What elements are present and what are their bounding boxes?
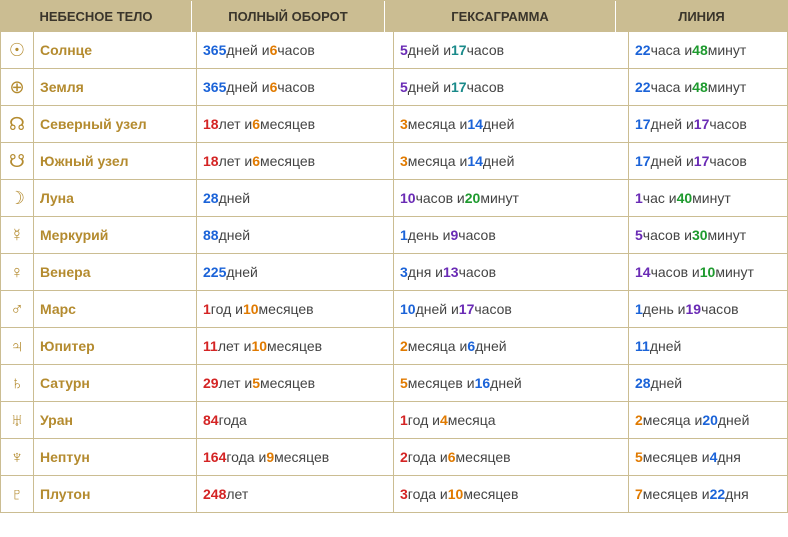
line-cell: 22 часа и 48 минут [629,69,787,105]
hexagram-cell: 10 дней и 17 часов [394,291,629,327]
hexagram-cell: 3 месяца и 14 дней [394,143,629,179]
line-cell: 1 час и 40 минут [629,180,787,216]
planet-symbol-icon: ⊕ [1,69,34,105]
line-cell: 28 дней [629,365,787,401]
table-row: ⊕Земля365 дней и 6 часов5 дней и 17 часо… [1,69,787,106]
table-row: ♃Юпитер11 лет и 10 месяцев2 месяца и 6 д… [1,328,787,365]
table-row: ♂Марс1 год и 10 месяцев10 дней и 17 часо… [1,291,787,328]
body-name: Луна [34,180,197,216]
revolution-cell: 225 дней [197,254,394,290]
planet-symbol-icon: ♆ [1,439,34,475]
header-body: НЕБЕСНОЕ ТЕЛО [1,1,192,32]
hexagram-cell: 3 месяца и 14 дней [394,106,629,142]
table-row: ☿Меркурий88 дней1 день и 9 часов5 часов … [1,217,787,254]
hexagram-cell: 10 часов и 20 минут [394,180,629,216]
line-cell: 2 месяца и 20 дней [629,402,787,438]
celestial-table: НЕБЕСНОЕ ТЕЛО ПОЛНЫЙ ОБОРОТ ГЕКСАГРАММА … [0,0,788,513]
body-name: Северный узел [34,106,197,142]
revolution-cell: 29 лет и 5 месяцев [197,365,394,401]
revolution-cell: 18 лет и 6 месяцев [197,106,394,142]
body-name: Сатурн [34,365,197,401]
revolution-cell: 28 дней [197,180,394,216]
body-name: Земля [34,69,197,105]
planet-symbol-icon: ☊ [1,106,34,142]
body-name: Солнце [34,32,197,68]
revolution-cell: 248 лет [197,476,394,512]
revolution-cell: 365 дней и 6 часов [197,69,394,105]
body-name: Марс [34,291,197,327]
revolution-cell: 365 дней и 6 часов [197,32,394,68]
hexagram-cell: 5 месяцев и 16 дней [394,365,629,401]
table-header-row: НЕБЕСНОЕ ТЕЛО ПОЛНЫЙ ОБОРОТ ГЕКСАГРАММА … [1,1,787,32]
table-row: ☋Южный узел18 лет и 6 месяцев3 месяца и … [1,143,787,180]
table-row: ♇Плутон248 лет3 года и 10 месяцев7 месяц… [1,476,787,512]
revolution-cell: 88 дней [197,217,394,253]
line-cell: 11 дней [629,328,787,364]
table-row: ♄Сатурн29 лет и 5 месяцев5 месяцев и 16 … [1,365,787,402]
planet-symbol-icon: ♃ [1,328,34,364]
table-row: ☊Северный узел18 лет и 6 месяцев3 месяца… [1,106,787,143]
line-cell: 14 часов и 10 минут [629,254,787,290]
table-row: ♀Венера225 дней3 дня и 13 часов14 часов … [1,254,787,291]
planet-symbol-icon: ☽ [1,180,34,216]
revolution-cell: 164 года и 9 месяцев [197,439,394,475]
table-row: ♅Уран84 года1 год и 4 месяца2 месяца и 2… [1,402,787,439]
line-cell: 5 месяцев и 4 дня [629,439,787,475]
body-name: Меркурий [34,217,197,253]
line-cell: 22 часа и 48 минут [629,32,787,68]
hexagram-cell: 2 года и 6 месяцев [394,439,629,475]
header-revolution: ПОЛНЫЙ ОБОРОТ [192,1,385,32]
planet-symbol-icon: ☿ [1,217,34,253]
revolution-cell: 18 лет и 6 месяцев [197,143,394,179]
table-row: ☽Луна28 дней10 часов и 20 минут1 час и 4… [1,180,787,217]
body-name: Нептун [34,439,197,475]
header-hexagram: ГЕКСАГРАММА [385,1,616,32]
line-cell: 1 день и 19 часов [629,291,787,327]
hexagram-cell: 5 дней и 17 часов [394,69,629,105]
body-name: Плутон [34,476,197,512]
hexagram-cell: 1 год и 4 месяца [394,402,629,438]
planet-symbol-icon: ♀ [1,254,34,290]
hexagram-cell: 3 дня и 13 часов [394,254,629,290]
table-row: ♆Нептун164 года и 9 месяцев2 года и 6 ме… [1,439,787,476]
body-name: Южный узел [34,143,197,179]
body-name: Венера [34,254,197,290]
body-name: Юпитер [34,328,197,364]
line-cell: 5 часов и 30 минут [629,217,787,253]
line-cell: 17 дней и 17 часов [629,143,787,179]
revolution-cell: 84 года [197,402,394,438]
hexagram-cell: 3 года и 10 месяцев [394,476,629,512]
revolution-cell: 11 лет и 10 месяцев [197,328,394,364]
hexagram-cell: 1 день и 9 часов [394,217,629,253]
table-row: ☉Солнце365 дней и 6 часов5 дней и 17 час… [1,32,787,69]
hexagram-cell: 5 дней и 17 часов [394,32,629,68]
planet-symbol-icon: ♅ [1,402,34,438]
planet-symbol-icon: ☋ [1,143,34,179]
revolution-cell: 1 год и 10 месяцев [197,291,394,327]
body-name: Уран [34,402,197,438]
hexagram-cell: 2 месяца и 6 дней [394,328,629,364]
planet-symbol-icon: ♇ [1,476,34,512]
table-body: ☉Солнце365 дней и 6 часов5 дней и 17 час… [1,32,787,512]
line-cell: 7 месяцев и 22 дня [629,476,787,512]
line-cell: 17 дней и 17 часов [629,106,787,142]
planet-symbol-icon: ☉ [1,32,34,68]
header-line: ЛИНИЯ [616,1,787,32]
planet-symbol-icon: ♄ [1,365,34,401]
planet-symbol-icon: ♂ [1,291,34,327]
